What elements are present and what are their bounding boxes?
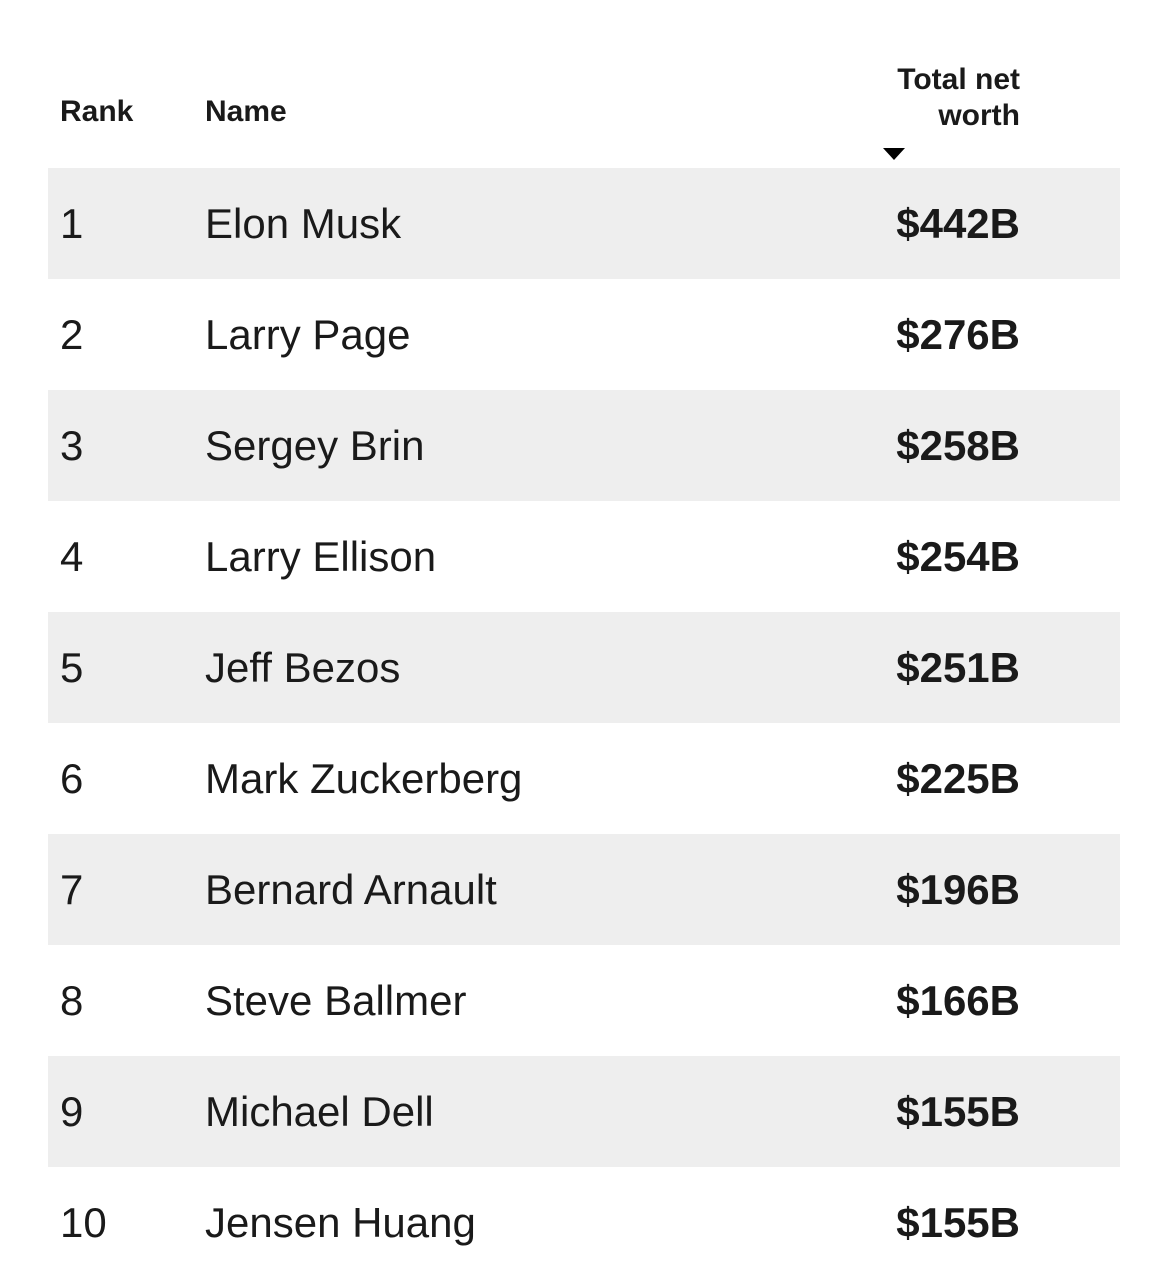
header-name: Name (205, 95, 287, 128)
name-cell: Jeff Bezos (205, 643, 401, 691)
name-cell: Sergey Brin (205, 421, 425, 469)
header-total-net-worth-line1: Total net (897, 63, 1020, 96)
table-header-row: Rank Name Total net worth (48, 0, 1120, 168)
rank-cell: 9 (60, 1087, 84, 1135)
table-row[interactable]: 10 Jensen Huang $155B (48, 1167, 1120, 1278)
table-row[interactable]: 2 Larry Page $276B (48, 279, 1120, 390)
header-total-net-worth-line2: worth (938, 99, 1020, 132)
table-row[interactable]: 6 Mark Zuckerberg $225B (48, 723, 1120, 834)
worth-cell: $251B (896, 643, 1020, 691)
name-cell: Elon Musk (205, 199, 402, 247)
worth-cell: $442B (896, 199, 1020, 247)
rank-cell: 5 (60, 643, 84, 691)
worth-cell: $155B (896, 1087, 1020, 1135)
rank-cell: 1 (60, 199, 84, 247)
table-row[interactable]: 7 Bernard Arnault $196B (48, 834, 1120, 945)
rank-cell: 2 (60, 310, 84, 358)
name-cell: Larry Ellison (205, 532, 437, 580)
header-total-net-worth[interactable]: Total net worth (720, 62, 1020, 168)
name-cell: Steve Ballmer (205, 976, 467, 1024)
table-row[interactable]: 8 Steve Ballmer $166B (48, 945, 1120, 1056)
sort-descending-icon[interactable] (883, 148, 905, 160)
name-cell: Jensen Huang (205, 1198, 476, 1246)
rank-cell: 6 (60, 754, 84, 802)
rank-cell: 8 (60, 976, 84, 1024)
table-row[interactable]: 3 Sergey Brin $258B (48, 390, 1120, 501)
worth-cell: $258B (896, 421, 1020, 469)
rank-cell: 10 (60, 1198, 107, 1246)
name-cell: Michael Dell (205, 1087, 434, 1135)
rank-cell: 3 (60, 421, 84, 469)
header-rank: Rank (60, 95, 134, 128)
worth-cell: $225B (896, 754, 1020, 802)
worth-cell: $155B (896, 1198, 1020, 1246)
table-row[interactable]: 9 Michael Dell $155B (48, 1056, 1120, 1167)
worth-cell: $254B (896, 532, 1020, 580)
worth-cell: $166B (896, 976, 1020, 1024)
rank-cell: 4 (60, 532, 84, 580)
table-row[interactable]: 5 Jeff Bezos $251B (48, 612, 1120, 723)
name-cell: Bernard Arnault (205, 865, 497, 913)
rank-cell: 7 (60, 865, 84, 913)
table-row[interactable]: 4 Larry Ellison $254B (48, 501, 1120, 612)
table-body: 1 Elon Musk $442B 2 Larry Page $276B 3 S… (48, 168, 1120, 1278)
worth-cell: $276B (896, 310, 1020, 358)
worth-cell: $196B (896, 865, 1020, 913)
table-row[interactable]: 1 Elon Musk $442B (48, 168, 1120, 279)
name-cell: Larry Page (205, 310, 411, 358)
name-cell: Mark Zuckerberg (205, 754, 523, 802)
